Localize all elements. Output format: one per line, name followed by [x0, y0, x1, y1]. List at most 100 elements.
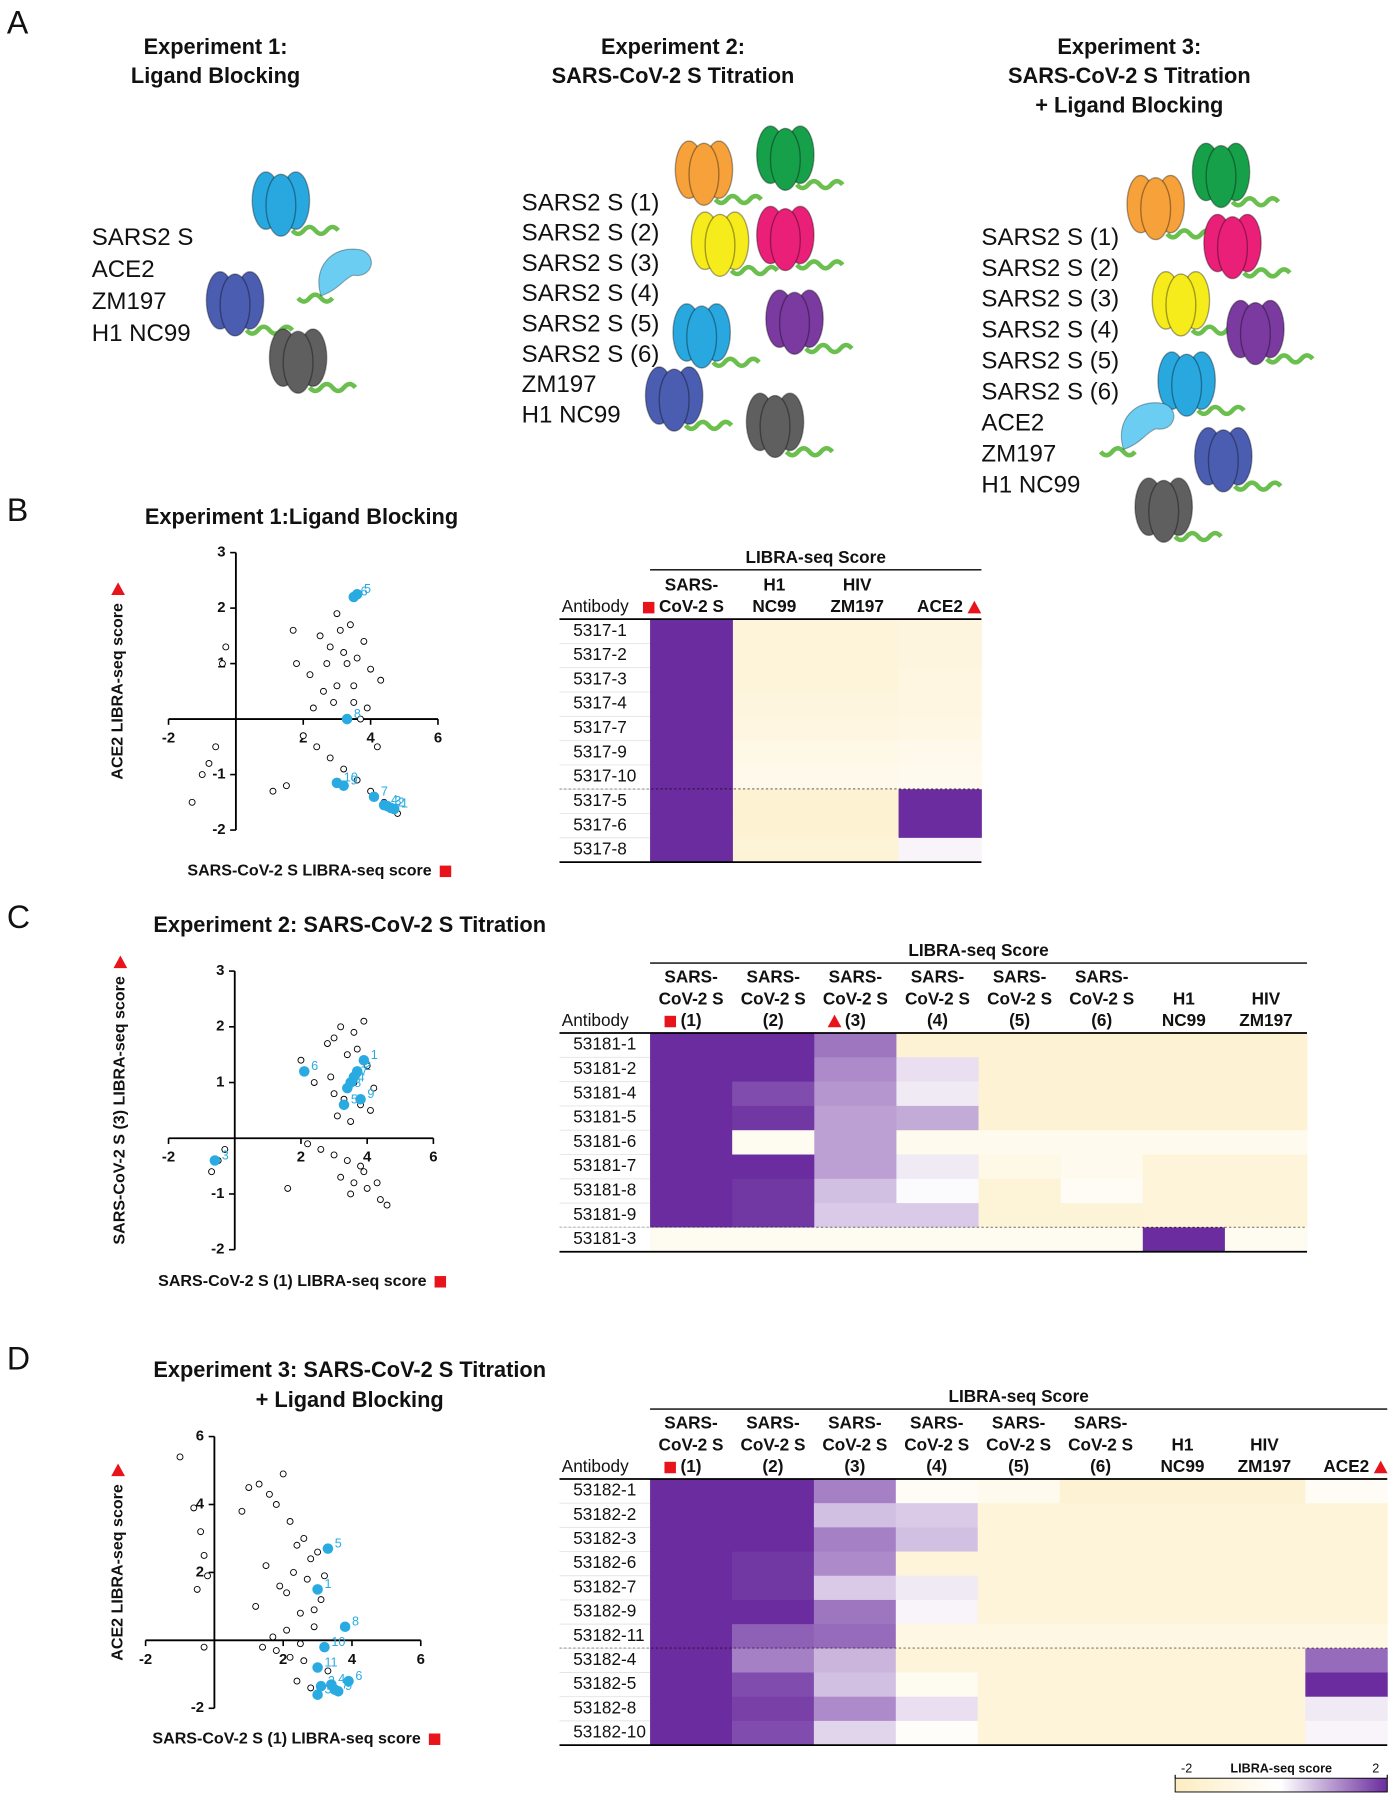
panel-letter: A — [7, 5, 29, 41]
point — [252, 1602, 260, 1610]
heat-cell — [650, 619, 734, 644]
axis-marker — [439, 865, 452, 878]
heat-cell — [732, 1130, 815, 1155]
protein-icon — [1193, 426, 1283, 493]
heat-cell — [1141, 1720, 1224, 1746]
heat-cell — [1223, 1478, 1306, 1504]
row-label: 53182-1 — [573, 1480, 636, 1500]
axis-marker — [111, 582, 125, 596]
heat-cell — [978, 1227, 1062, 1253]
point — [353, 776, 361, 784]
point — [300, 1535, 308, 1542]
heat-cell — [1059, 1624, 1142, 1649]
heat-cell — [814, 1154, 897, 1180]
point — [343, 1157, 351, 1164]
highlight-label: 9 — [351, 773, 358, 787]
point — [265, 1490, 273, 1498]
heat-cell — [732, 764, 817, 790]
heat-cell — [977, 1478, 1061, 1504]
heat-cell — [813, 1648, 897, 1673]
heat-cell — [1060, 1227, 1144, 1253]
heat-cell — [977, 1527, 1061, 1553]
point — [337, 1173, 345, 1181]
antigen-label: SARS2 S (3) — [522, 250, 660, 277]
chart-title: Experiment 2: SARS-CoV-2 S Titration — [153, 912, 546, 937]
tail — [1265, 353, 1315, 365]
highlight-label: 5 — [351, 1093, 358, 1107]
heat-cell — [813, 1503, 897, 1528]
column-header: CoV-2 S — [822, 1434, 887, 1454]
heat-cell — [1142, 1105, 1226, 1131]
point — [363, 704, 371, 712]
protein-icon — [205, 271, 295, 337]
y-tick-label: 2 — [216, 1019, 224, 1035]
heat-cell — [895, 1599, 979, 1625]
point — [279, 1470, 287, 1478]
heat-cell — [978, 1081, 1062, 1107]
column-header: SARS- — [910, 1412, 964, 1432]
axis-marker — [434, 1276, 447, 1288]
highlight-label: 4 — [357, 1070, 364, 1084]
heat-cell — [1224, 1032, 1308, 1058]
heat-cell — [650, 1599, 733, 1625]
heat-cell — [898, 619, 982, 644]
point — [293, 1541, 301, 1549]
heat-cell — [731, 1478, 815, 1504]
heat-cell — [898, 764, 982, 790]
antigen-label: H1 NC99 — [522, 401, 621, 428]
heat-cell — [650, 1203, 733, 1228]
point — [197, 1528, 205, 1536]
highlight-point — [298, 1066, 310, 1077]
column-header: CoV-2 S — [905, 988, 970, 1008]
point — [327, 1073, 335, 1081]
heat-cell — [731, 1551, 815, 1577]
highlight-label: 8 — [352, 1615, 359, 1629]
point — [238, 1507, 246, 1515]
heat-cell — [650, 643, 734, 669]
antigen-label: SARS2 S (1) — [981, 224, 1119, 251]
heat-cell — [1224, 1227, 1308, 1253]
point — [218, 660, 226, 668]
heat-cell — [650, 1178, 733, 1204]
highlight-label: 3 — [222, 1148, 229, 1162]
row-label: 53181-5 — [573, 1107, 636, 1127]
column-header: (1) — [681, 1010, 702, 1030]
point — [320, 687, 327, 695]
heatmap-title: LIBRA-seq Score — [746, 547, 886, 567]
heat-cell — [1059, 1696, 1142, 1722]
point — [289, 626, 297, 634]
experiment-title: Experiment 3: — [1057, 34, 1201, 59]
row-label: 5317-2 — [573, 644, 627, 664]
highlight-label: 8 — [354, 707, 361, 721]
heat-cell — [650, 1032, 733, 1058]
heat-cell — [1142, 1057, 1226, 1083]
tail — [1173, 530, 1223, 543]
row-label: 53181-3 — [573, 1228, 636, 1248]
column-header: CoV-2 S — [740, 1434, 805, 1454]
axis-marker — [1373, 1460, 1388, 1474]
heat-cell — [977, 1696, 1061, 1722]
column-header: CoV-2 S — [987, 988, 1052, 1008]
point — [333, 1112, 341, 1120]
tail — [795, 178, 845, 191]
heat-cell — [896, 1178, 979, 1204]
highlight-label: 5 — [335, 1536, 342, 1550]
highlight-point — [343, 1675, 354, 1687]
heat-cell — [650, 1105, 733, 1131]
column-header: NC99 — [1162, 1010, 1206, 1030]
y-axis-title: SARS-CoV-2 S (3) LIBRA-seq score — [111, 976, 129, 1244]
x-tick-label: 4 — [366, 731, 375, 747]
row-label: 53182-9 — [573, 1601, 636, 1621]
heat-cell — [650, 1130, 733, 1155]
heat-cell — [977, 1624, 1061, 1649]
row-label: 53181-2 — [573, 1058, 636, 1078]
point — [290, 1568, 297, 1576]
antigen-label: SARS2 S (6) — [522, 341, 660, 368]
antigen-label: H1 NC99 — [92, 320, 191, 347]
point — [272, 1501, 280, 1508]
antigen-label: ZM197 — [92, 288, 167, 315]
highlight-label: 2 — [364, 1059, 371, 1073]
point — [333, 610, 341, 618]
heat-cell — [732, 1203, 815, 1228]
column-header: SARS- — [993, 967, 1047, 987]
